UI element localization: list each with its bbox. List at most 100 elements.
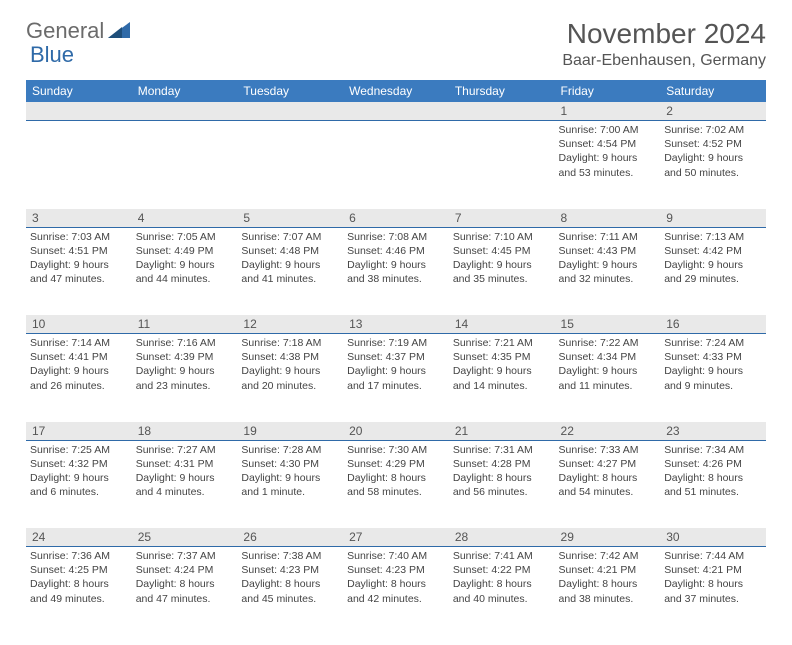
sunrise-text: Sunrise: 7:10 AM: [453, 230, 551, 244]
daylight-text: Daylight: 8 hours and 38 minutes.: [559, 577, 657, 605]
sunrise-text: Sunrise: 7:00 AM: [559, 123, 657, 137]
week-detail-row: Sunrise: 7:25 AMSunset: 4:32 PMDaylight:…: [26, 440, 766, 528]
calendar-body: 12Sunrise: 7:00 AMSunset: 4:54 PMDayligh…: [26, 102, 766, 635]
daylight-text: Daylight: 9 hours and 1 minute.: [241, 471, 339, 499]
sunset-text: Sunset: 4:38 PM: [241, 350, 339, 364]
day-number-cell: [343, 102, 449, 121]
sunset-text: Sunset: 4:51 PM: [30, 244, 128, 258]
day-cell: Sunrise: 7:05 AMSunset: 4:49 PMDaylight:…: [132, 227, 238, 315]
daylight-text: Daylight: 8 hours and 47 minutes.: [136, 577, 234, 605]
day-number-cell: 11: [132, 315, 238, 334]
day-cell: Sunrise: 7:10 AMSunset: 4:45 PMDaylight:…: [449, 227, 555, 315]
day-cell: [26, 121, 132, 209]
sunrise-text: Sunrise: 7:16 AM: [136, 336, 234, 350]
sunset-text: Sunset: 4:41 PM: [30, 350, 128, 364]
day-number-cell: 27: [343, 528, 449, 547]
day-cell: Sunrise: 7:38 AMSunset: 4:23 PMDaylight:…: [237, 547, 343, 635]
logo-mark-icon: [108, 20, 132, 46]
day-cell: Sunrise: 7:31 AMSunset: 4:28 PMDaylight:…: [449, 440, 555, 528]
daylight-text: Daylight: 8 hours and 56 minutes.: [453, 471, 551, 499]
day-cell: Sunrise: 7:44 AMSunset: 4:21 PMDaylight:…: [660, 547, 766, 635]
calendar-page: General November 2024 Baar-Ebenhausen, G…: [0, 0, 792, 645]
day-cell: Sunrise: 7:25 AMSunset: 4:32 PMDaylight:…: [26, 440, 132, 528]
day-number-cell: 19: [237, 422, 343, 441]
brand-text-blue: Blue: [30, 42, 74, 68]
day-cell: Sunrise: 7:37 AMSunset: 4:24 PMDaylight:…: [132, 547, 238, 635]
day-cell: Sunrise: 7:16 AMSunset: 4:39 PMDaylight:…: [132, 334, 238, 422]
daylight-text: Daylight: 8 hours and 49 minutes.: [30, 577, 128, 605]
day-number-cell: [26, 102, 132, 121]
month-title: November 2024: [562, 18, 766, 50]
week-detail-row: Sunrise: 7:14 AMSunset: 4:41 PMDaylight:…: [26, 334, 766, 422]
sunset-text: Sunset: 4:23 PM: [347, 563, 445, 577]
sunrise-text: Sunrise: 7:05 AM: [136, 230, 234, 244]
day-number-cell: 14: [449, 315, 555, 334]
day-number-cell: 25: [132, 528, 238, 547]
sunrise-text: Sunrise: 7:21 AM: [453, 336, 551, 350]
day-cell: Sunrise: 7:11 AMSunset: 4:43 PMDaylight:…: [555, 227, 661, 315]
sunset-text: Sunset: 4:43 PM: [559, 244, 657, 258]
daylight-text: Daylight: 9 hours and 44 minutes.: [136, 258, 234, 286]
daylight-text: Daylight: 9 hours and 29 minutes.: [664, 258, 762, 286]
sunset-text: Sunset: 4:21 PM: [559, 563, 657, 577]
sunrise-text: Sunrise: 7:11 AM: [559, 230, 657, 244]
day-cell: Sunrise: 7:42 AMSunset: 4:21 PMDaylight:…: [555, 547, 661, 635]
day-number-cell: [132, 102, 238, 121]
day-number-cell: 29: [555, 528, 661, 547]
sunrise-text: Sunrise: 7:07 AM: [241, 230, 339, 244]
weekday-header-cell: Sunday: [26, 80, 132, 102]
sunrise-text: Sunrise: 7:38 AM: [241, 549, 339, 563]
title-block: November 2024 Baar-Ebenhausen, Germany: [562, 18, 766, 70]
sunrise-text: Sunrise: 7:08 AM: [347, 230, 445, 244]
day-number-cell: 13: [343, 315, 449, 334]
sunset-text: Sunset: 4:37 PM: [347, 350, 445, 364]
day-cell: Sunrise: 7:18 AMSunset: 4:38 PMDaylight:…: [237, 334, 343, 422]
sunset-text: Sunset: 4:48 PM: [241, 244, 339, 258]
weekday-header-cell: Monday: [132, 80, 238, 102]
day-cell: Sunrise: 7:33 AMSunset: 4:27 PMDaylight:…: [555, 440, 661, 528]
sunset-text: Sunset: 4:34 PM: [559, 350, 657, 364]
day-number-cell: 2: [660, 102, 766, 121]
sunset-text: Sunset: 4:54 PM: [559, 137, 657, 151]
daylight-text: Daylight: 9 hours and 9 minutes.: [664, 364, 762, 392]
daylight-text: Daylight: 8 hours and 37 minutes.: [664, 577, 762, 605]
day-cell: Sunrise: 7:22 AMSunset: 4:34 PMDaylight:…: [555, 334, 661, 422]
day-cell: Sunrise: 7:41 AMSunset: 4:22 PMDaylight:…: [449, 547, 555, 635]
daylight-text: Daylight: 9 hours and 32 minutes.: [559, 258, 657, 286]
day-cell: Sunrise: 7:24 AMSunset: 4:33 PMDaylight:…: [660, 334, 766, 422]
sunset-text: Sunset: 4:28 PM: [453, 457, 551, 471]
day-number-cell: 18: [132, 422, 238, 441]
day-cell: Sunrise: 7:00 AMSunset: 4:54 PMDaylight:…: [555, 121, 661, 209]
daylight-text: Daylight: 8 hours and 51 minutes.: [664, 471, 762, 499]
sunrise-text: Sunrise: 7:22 AM: [559, 336, 657, 350]
daylight-text: Daylight: 9 hours and 38 minutes.: [347, 258, 445, 286]
day-cell: Sunrise: 7:07 AMSunset: 4:48 PMDaylight:…: [237, 227, 343, 315]
day-number-cell: 10: [26, 315, 132, 334]
day-number-cell: 28: [449, 528, 555, 547]
day-number-cell: 22: [555, 422, 661, 441]
day-cell: Sunrise: 7:27 AMSunset: 4:31 PMDaylight:…: [132, 440, 238, 528]
day-number-cell: 6: [343, 209, 449, 228]
sunrise-text: Sunrise: 7:42 AM: [559, 549, 657, 563]
sunset-text: Sunset: 4:49 PM: [136, 244, 234, 258]
week-daynum-row: 10111213141516: [26, 315, 766, 334]
sunset-text: Sunset: 4:52 PM: [664, 137, 762, 151]
day-number-cell: 8: [555, 209, 661, 228]
day-number-cell: 5: [237, 209, 343, 228]
day-number-cell: 17: [26, 422, 132, 441]
calendar-table: SundayMondayTuesdayWednesdayThursdayFrid…: [26, 80, 766, 635]
day-number-cell: 20: [343, 422, 449, 441]
sunset-text: Sunset: 4:22 PM: [453, 563, 551, 577]
day-number-cell: 1: [555, 102, 661, 121]
sunset-text: Sunset: 4:45 PM: [453, 244, 551, 258]
day-cell: Sunrise: 7:36 AMSunset: 4:25 PMDaylight:…: [26, 547, 132, 635]
day-cell: Sunrise: 7:40 AMSunset: 4:23 PMDaylight:…: [343, 547, 449, 635]
daylight-text: Daylight: 9 hours and 53 minutes.: [559, 151, 657, 179]
sunset-text: Sunset: 4:33 PM: [664, 350, 762, 364]
day-cell: [343, 121, 449, 209]
sunrise-text: Sunrise: 7:41 AM: [453, 549, 551, 563]
sunrise-text: Sunrise: 7:30 AM: [347, 443, 445, 457]
day-number-cell: 21: [449, 422, 555, 441]
day-cell: Sunrise: 7:02 AMSunset: 4:52 PMDaylight:…: [660, 121, 766, 209]
daylight-text: Daylight: 9 hours and 50 minutes.: [664, 151, 762, 179]
